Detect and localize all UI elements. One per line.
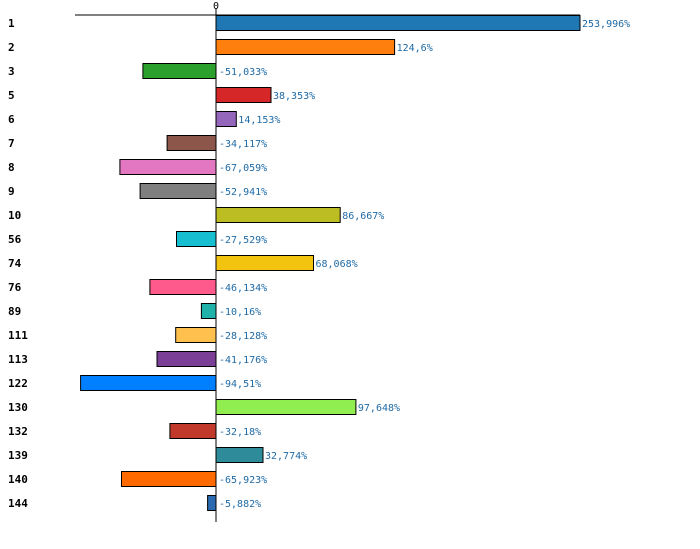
category-label-76: 76: [8, 281, 22, 294]
category-label-7: 7: [8, 137, 15, 150]
value-label-74: 68,068%: [316, 259, 358, 270]
category-label-9: 9: [8, 185, 15, 198]
bar-74: [215, 255, 314, 271]
bar-111: [175, 327, 217, 343]
bar-140: [121, 471, 217, 487]
bar-8: [119, 159, 217, 175]
bar-3: [142, 63, 217, 79]
value-label-5: 38,353%: [273, 91, 315, 102]
bar-5: [215, 87, 272, 103]
zero-tick-label: 0: [213, 1, 219, 12]
category-label-1: 1: [8, 17, 15, 30]
bar-6: [215, 111, 237, 127]
bar-89: [200, 303, 217, 319]
category-label-139: 139: [8, 449, 28, 462]
value-label-144: -5,882%: [219, 499, 261, 510]
value-label-10: 86,667%: [342, 211, 384, 222]
category-label-111: 111: [8, 329, 28, 342]
category-label-2: 2: [8, 41, 15, 54]
bar-144: [207, 495, 217, 511]
bar-1: [215, 15, 581, 31]
bar-122: [80, 375, 217, 391]
value-label-56: -27,529%: [219, 235, 267, 246]
value-label-140: -65,923%: [219, 475, 267, 486]
bar-10: [215, 207, 341, 223]
value-label-111: -28,128%: [219, 331, 267, 342]
category-label-10: 10: [8, 209, 21, 222]
value-label-113: -41,176%: [219, 355, 267, 366]
bars-layer: [80, 15, 581, 511]
category-label-74: 74: [8, 257, 22, 270]
bar-130: [215, 399, 357, 415]
value-label-130: 97,648%: [358, 403, 400, 414]
axis-layer: 0: [75, 1, 580, 522]
value-label-1: 253,996%: [582, 19, 630, 30]
category-label-113: 113: [8, 353, 28, 366]
value-label-6: 14,153%: [238, 115, 280, 126]
bar-9: [139, 183, 217, 199]
value-label-3: -51,033%: [219, 67, 267, 78]
bar-2: [215, 39, 396, 55]
value-label-76: -46,134%: [219, 283, 267, 294]
value-label-7: -34,117%: [219, 139, 267, 150]
category-label-140: 140: [8, 473, 28, 486]
category-label-56: 56: [8, 233, 22, 246]
category-label-144: 144: [8, 497, 28, 510]
value-label-9: -52,941%: [219, 187, 267, 198]
bar-113: [156, 351, 217, 367]
bar-132: [169, 423, 217, 439]
value-label-139: 32,774%: [265, 451, 307, 462]
bar-139: [215, 447, 264, 463]
category-label-132: 132: [8, 425, 28, 438]
category-label-6: 6: [8, 113, 15, 126]
category-label-8: 8: [8, 161, 15, 174]
value-label-8: -67,059%: [219, 163, 267, 174]
value-label-132: -32,18%: [219, 427, 261, 438]
category-label-130: 130: [8, 401, 28, 414]
category-label-122: 122: [8, 377, 28, 390]
category-label-5: 5: [8, 89, 15, 102]
value-label-122: -94,51%: [219, 379, 261, 390]
category-label-3: 3: [8, 65, 15, 78]
bar-56: [176, 231, 217, 247]
value-label-2: 124,6%: [397, 43, 433, 54]
bar-76: [149, 279, 217, 295]
labels-layer: 1 253,996% 2 124,6% 3 -51,033% 5 38,353% 6 14,153…: [8, 17, 630, 510]
value-label-89: -10,16%: [219, 307, 261, 318]
category-label-89: 89: [8, 305, 21, 318]
bar-7: [166, 135, 217, 151]
